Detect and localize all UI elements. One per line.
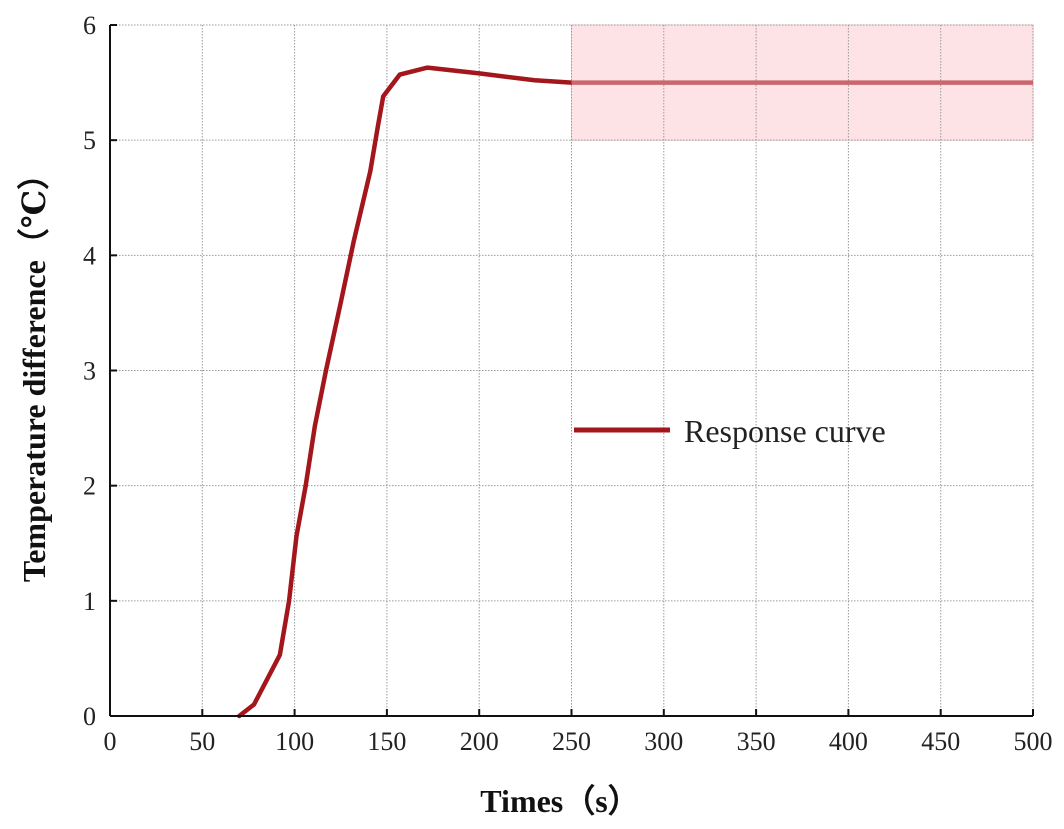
x-tick-label: 150 [367, 727, 406, 756]
response-curve-line [236, 65, 574, 719]
x-tick-label: 50 [189, 727, 215, 756]
legend-label: Response curve [684, 413, 886, 449]
x-tick-label: 0 [104, 727, 117, 756]
y-tick-label: 3 [83, 357, 96, 386]
x-tick-label: 400 [829, 727, 868, 756]
y-tick-label: 5 [83, 126, 96, 155]
y-axis-label: Temperature difference（℃） [16, 158, 52, 582]
x-tick-label: 250 [552, 727, 591, 756]
x-tick-label: 500 [1014, 727, 1053, 756]
y-tick-label: 1 [83, 587, 96, 616]
x-axis-label: Times（s） [480, 783, 639, 819]
x-tick-label: 450 [921, 727, 960, 756]
x-tick-label: 350 [737, 727, 776, 756]
x-tick-label: 100 [275, 727, 314, 756]
x-tick-label: 200 [460, 727, 499, 756]
x-tick-label: 300 [644, 727, 683, 756]
legend: Response curve [574, 413, 886, 449]
y-tick-label: 4 [83, 241, 96, 270]
y-tick-label: 6 [83, 11, 96, 40]
y-tick-label: 2 [83, 472, 96, 501]
y-tick-label: 0 [83, 702, 96, 731]
